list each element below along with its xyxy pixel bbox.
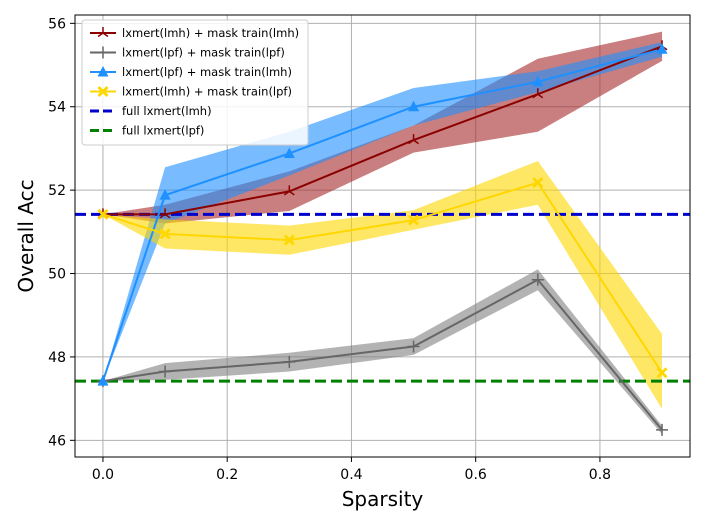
confidence-bands xyxy=(102,31,663,435)
plot-frame xyxy=(74,14,691,458)
legend-marker xyxy=(97,27,109,38)
lxmert-lpf-mask-train-lpf-point xyxy=(656,423,669,436)
lxmert-lpf-mask-train-lpf-point xyxy=(283,355,296,368)
legend-label: lxmert(lpf) + mask train(lpf) xyxy=(122,46,285,60)
legend-marker xyxy=(97,46,109,59)
axis-ticks: 0.0 0.2 0.4 0.6 0.8 46 48 50 52 54 56 xyxy=(48,16,611,483)
lxmert-lpf-mask-train-lmh-point xyxy=(159,189,171,200)
lxmert-lpf-mask-train-lmh-point xyxy=(532,75,544,87)
legend-label: lxmert(lmh) + mask train(lpf) xyxy=(122,85,292,99)
series-lines xyxy=(102,45,663,431)
series-markers xyxy=(96,40,669,436)
lxmert-lmh-mask-train-lpf-point xyxy=(283,234,295,246)
lxmert-lpf-mask-train-lpf-point xyxy=(531,273,544,286)
legend-entry: full lxmert(lpf) xyxy=(90,124,204,138)
y-tick-label: 50 xyxy=(48,267,66,283)
legend-label: lxmert(lpf) + mask train(lmh) xyxy=(122,65,292,79)
lxmert-lpf-mask-train-lpf-point xyxy=(159,365,172,378)
lxmert-lpf-mask-train-lmh-point xyxy=(97,375,109,386)
legend: lxmert(lmh) + mask train(lmh) lxmert(lpf)… xyxy=(81,19,309,146)
legend-entry: lxmert(lpf) + mask train(lmh) xyxy=(90,65,292,79)
y-tick-label: 54 xyxy=(48,100,66,116)
legend-marker xyxy=(97,86,109,97)
lxmert-lpf-mask-train-lpf-point xyxy=(407,340,420,353)
legend-label: lxmert(lmh) + mask train(lmh) xyxy=(122,26,299,40)
y-tick-label: 46 xyxy=(48,433,66,449)
legend-entry: lxmert(lmh) + mask train(lmh) xyxy=(90,26,299,40)
lxmert-lpf-mask-train-lpf-line xyxy=(102,278,663,431)
lxmert-lmh-mask-train-lpf-point xyxy=(532,177,544,189)
lxmert-lmh-mask-train-lpf-line xyxy=(102,181,663,374)
lxmert-lpf-mask-train-lmh-line xyxy=(102,48,663,382)
y-tick-label: 56 xyxy=(48,16,66,32)
lxmert-lmh-mask-train-lpf-point xyxy=(408,214,420,226)
lxmert-lmh-mask-train-lpf-point xyxy=(656,367,668,379)
x-axis-label: Sparsity xyxy=(342,487,424,511)
legend-marker xyxy=(97,66,109,77)
lxmert-lmh-mask-train-lmh-point xyxy=(283,185,295,196)
x-tick-label: 0.4 xyxy=(340,467,362,483)
lxmert-lpf-mask-train-lmh-band xyxy=(102,42,663,382)
lxmert-lpf-mask-train-lmh-point xyxy=(656,43,668,54)
x-tick-label: 0.2 xyxy=(216,467,238,483)
lxmert-lmh-mask-train-lpf-point xyxy=(97,208,109,220)
legend-label: full lxmert(lmh) xyxy=(122,104,212,118)
x-tick-label: 0.6 xyxy=(465,467,487,483)
legend-entry: full lxmert(lmh) xyxy=(90,104,212,118)
legend-entry: lxmert(lmh) + mask train(lpf) xyxy=(90,85,292,99)
y-tick-label: 48 xyxy=(48,350,66,366)
lxmert-lpf-mask-train-lmh-point xyxy=(408,100,420,112)
y-tick-label: 52 xyxy=(48,183,66,199)
lxmert-lmh-mask-train-lmh-line xyxy=(102,45,663,216)
legend-box xyxy=(81,19,309,146)
reference-lines xyxy=(75,212,690,383)
y-axis-label: Overall Acc xyxy=(14,179,38,292)
lxmert-lmh-mask-train-lpf-point xyxy=(159,228,171,240)
lxmert-lmh-mask-train-lmh-point xyxy=(532,88,544,99)
x-tick-label: 0.8 xyxy=(589,467,611,483)
lxmert-lpf-mask-train-lmh-point xyxy=(283,147,295,158)
lxmert-lmh-mask-train-lmh-point xyxy=(159,208,171,219)
lxmert-lpf-mask-train-lpf-band xyxy=(102,269,663,435)
x-tick-label: 0.0 xyxy=(92,467,114,483)
legend-entry: lxmert(lpf) + mask train(lpf) xyxy=(90,46,285,60)
lxmert-lmh-mask-train-lmh-point xyxy=(408,134,419,145)
legend-label: full lxmert(lpf) xyxy=(122,124,204,138)
